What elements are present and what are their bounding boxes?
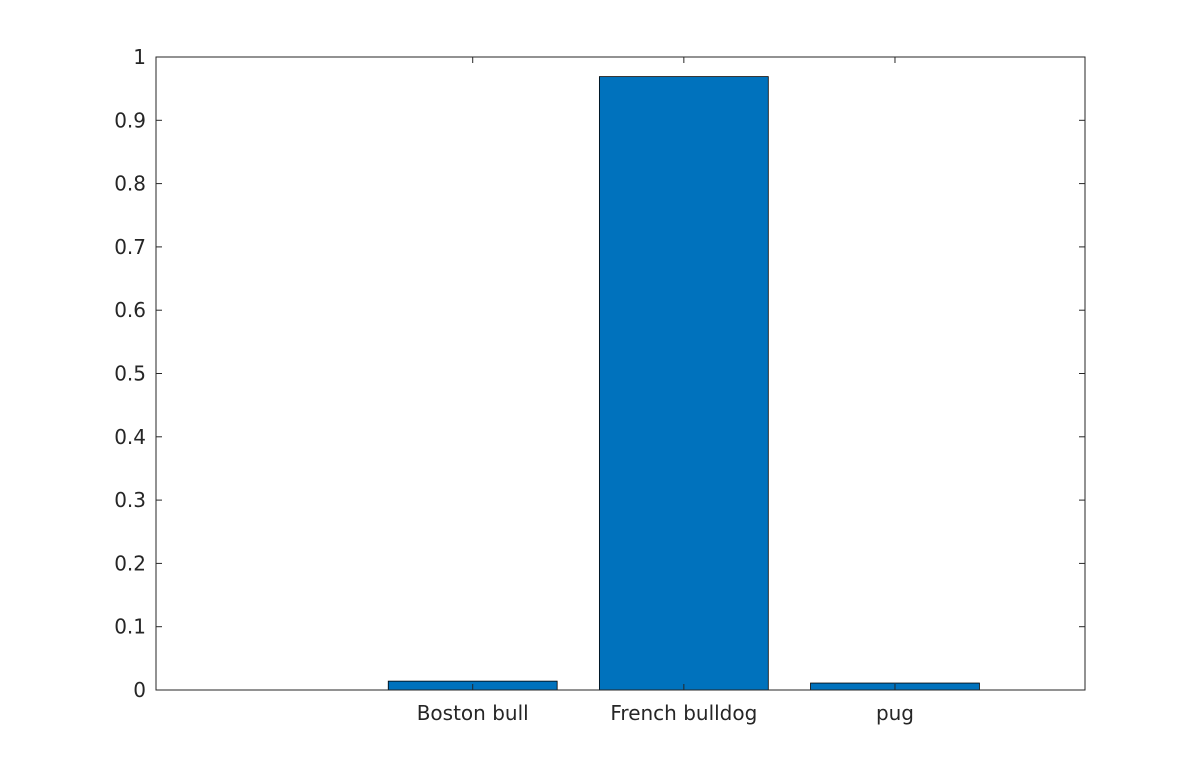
y-tick-label: 0.6 <box>114 298 146 322</box>
x-tick-label: Boston bull <box>417 701 529 725</box>
y-tick-labels: 0 0.1 0.2 0.3 0.4 0.5 0.6 0.7 0.8 0.9 1 <box>114 45 146 702</box>
y-tick-label: 0.3 <box>114 488 146 512</box>
bar-french-bulldog <box>598 76 769 691</box>
plot-area-frame <box>155 56 1086 691</box>
x-tick-label: French bulldog <box>610 701 757 725</box>
x-tick-label: pug <box>876 701 914 725</box>
y-tick-label: 0.4 <box>114 425 146 449</box>
bars-group <box>387 76 980 691</box>
y-tick-label: 0.7 <box>114 235 146 259</box>
y-tick-label: 1 <box>133 45 146 69</box>
y-tick-label: 0.8 <box>114 172 146 196</box>
x-category-labels: Boston bull French bulldog pug <box>417 701 914 725</box>
y-tick-label: 0 <box>133 678 146 702</box>
y-tick-label: 0.5 <box>114 362 146 386</box>
y-tick-label: 0.1 <box>114 615 146 639</box>
y-tick-label: 0.9 <box>114 108 146 132</box>
y-tick-label: 0.2 <box>114 551 146 575</box>
